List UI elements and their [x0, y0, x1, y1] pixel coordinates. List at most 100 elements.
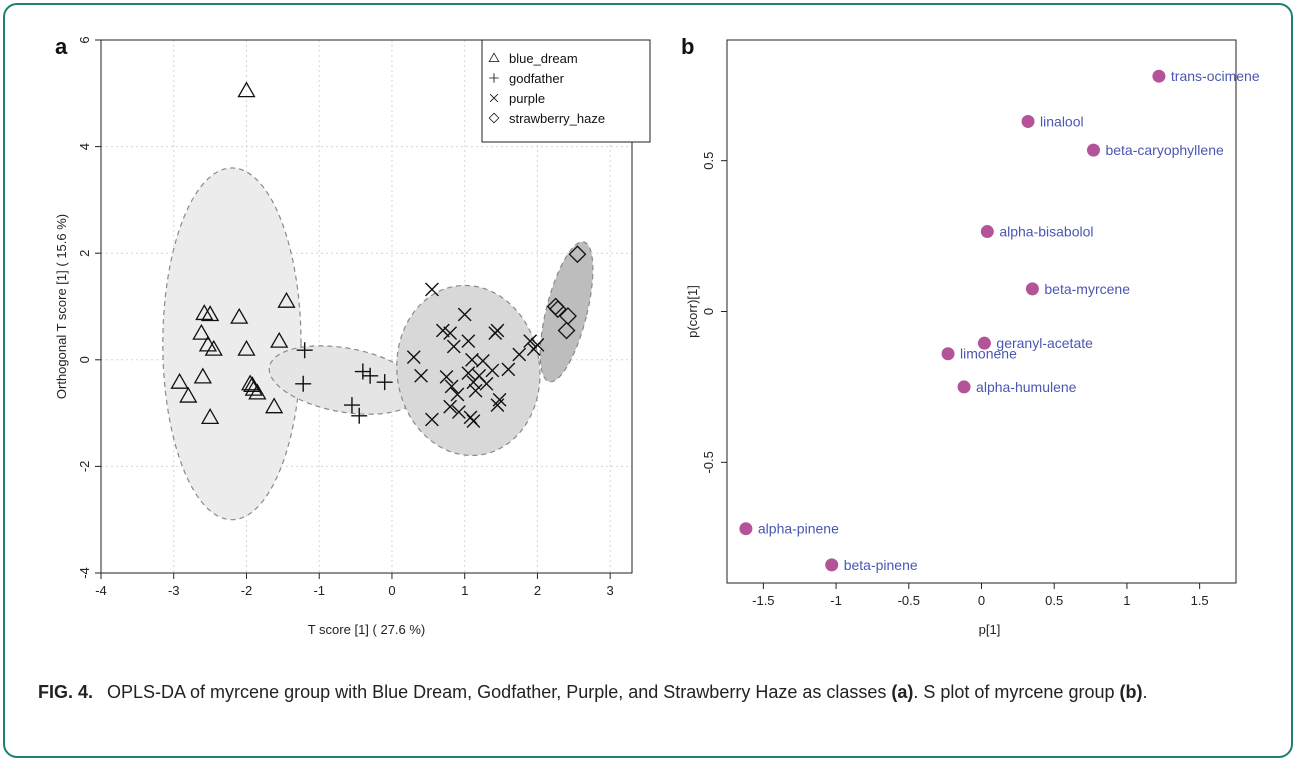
loading-point	[980, 225, 994, 239]
loading-point	[1152, 69, 1166, 83]
point-blue_dream	[200, 408, 220, 425]
point-blue_dream	[179, 386, 198, 403]
legend-label: blue_dream	[509, 51, 578, 66]
panel-b-chart: b trans-ocimene linalool beta-caryophyllene…	[681, 34, 1260, 637]
point-strawberry_haze	[568, 245, 587, 264]
point-blue_dream	[277, 291, 296, 308]
point-godfather	[295, 375, 312, 392]
point-purple	[512, 347, 527, 362]
point-blue_dream	[230, 307, 249, 324]
point-godfather	[351, 407, 368, 424]
point-purple	[425, 282, 439, 297]
x-tick-label: 0	[388, 583, 395, 598]
legend-marker	[488, 112, 500, 124]
caption-ref-a: (a)	[891, 682, 914, 702]
point-purple	[490, 323, 505, 338]
legend-marker-godfather	[489, 73, 499, 83]
point-strawberry_haze	[557, 321, 576, 340]
caption-ref-b: (b)	[1119, 682, 1143, 702]
panel-b-letter: b	[681, 34, 694, 59]
loading-label: limonene	[960, 346, 1017, 362]
x-tick-label: -2	[241, 583, 253, 598]
point-purple	[465, 352, 479, 367]
y-axis-label: p(corr)[1]	[685, 285, 700, 338]
loading-label: trans-ocimene	[1171, 68, 1260, 84]
loading-point	[941, 347, 955, 361]
y-tick-label: -0.5	[701, 451, 716, 473]
y-tick-label: -4	[77, 567, 92, 579]
legend-marker-purple	[489, 93, 499, 103]
loading-label: beta-myrcene	[1044, 281, 1130, 297]
point-godfather	[343, 397, 360, 414]
legend-marker-blue_dream	[488, 52, 500, 62]
legend-marker	[489, 93, 499, 103]
x-tick-label: 2	[534, 583, 541, 598]
x-tick-label: 1	[1123, 593, 1130, 608]
x-tick-label: -0.5	[898, 593, 920, 608]
confidence-ellipse	[162, 167, 302, 521]
point-purple	[485, 363, 500, 378]
legend-marker-strawberry_haze	[488, 112, 500, 124]
y-axis-label: Orthogonal T score [1] ( 15.6 %)	[54, 214, 69, 399]
panel-b-frame	[726, 39, 1237, 584]
point-purple	[425, 412, 439, 427]
loading-point	[1086, 143, 1100, 157]
point-purple	[492, 392, 507, 407]
point-purple	[523, 334, 538, 349]
point-purple	[530, 337, 545, 352]
y-tick-label: 0	[701, 308, 716, 315]
y-tick-label: -2	[77, 461, 92, 473]
point-purple	[406, 350, 421, 365]
loading-label: alpha-humulene	[976, 379, 1077, 395]
point-purple	[479, 376, 494, 391]
point-purple	[461, 334, 476, 349]
point-purple	[443, 399, 458, 414]
y-tick-label: 0	[77, 356, 92, 363]
loading-label: beta-caryophyllene	[1105, 142, 1224, 158]
point-blue_dream	[193, 367, 212, 384]
loading-point	[957, 380, 971, 394]
loading-point	[977, 336, 991, 350]
x-tick-label: -1	[313, 583, 325, 598]
loading-point	[1025, 282, 1039, 296]
loading-label: alpha-pinene	[758, 521, 839, 537]
loading-point	[739, 522, 753, 536]
point-blue_dream	[270, 331, 289, 348]
point-purple	[443, 326, 458, 341]
x-tick-label: 1	[461, 583, 468, 598]
x-axis-label: T score [1] ( 27.6 %)	[308, 622, 426, 637]
x-tick-label: -1	[830, 593, 842, 608]
legend-marker	[489, 73, 499, 83]
point-purple	[444, 379, 459, 394]
point-blue_dream	[204, 339, 223, 356]
point-godfather	[296, 342, 313, 359]
confidence-ellipse	[539, 241, 594, 383]
loading-label: beta-pinene	[844, 557, 918, 573]
loading-label: geranyl-acetate	[996, 335, 1093, 351]
point-purple	[446, 339, 461, 354]
point-purple	[490, 398, 505, 412]
point-blue_dream	[237, 339, 256, 356]
point-purple	[468, 383, 483, 398]
point-purple	[457, 307, 472, 322]
figure-caption: FIG. 4. OPLS-DA of myrcene group with Blu…	[38, 678, 1268, 706]
point-purple	[414, 368, 428, 383]
point-strawberry_haze	[548, 300, 567, 319]
x-tick-label: -1.5	[752, 593, 774, 608]
caption-text-1: OPLS-DA of myrcene group with Blue Dream…	[107, 682, 892, 702]
loading-label: linalool	[1040, 113, 1084, 129]
panel-a-chart: a -4 -3 -2 -1 0 1 2 3 -4 -2 0 2 4 6 T score [1] ( 27.6 …	[54, 34, 651, 637]
x-tick-label: 1.5	[1191, 593, 1209, 608]
point-godfather	[354, 363, 371, 380]
point-blue_dream	[237, 81, 256, 98]
point-blue_dream	[265, 397, 284, 414]
point-purple	[450, 387, 465, 402]
loading-label: alpha-bisabolol	[999, 224, 1093, 240]
legend-box	[481, 39, 651, 143]
point-godfather	[362, 367, 379, 384]
x-tick-label: 0	[978, 593, 985, 608]
legend-label: godfather	[509, 71, 565, 86]
caption-text-3: .	[1142, 682, 1148, 702]
point-purple	[501, 362, 516, 377]
legend-label: strawberry_haze	[509, 111, 605, 126]
